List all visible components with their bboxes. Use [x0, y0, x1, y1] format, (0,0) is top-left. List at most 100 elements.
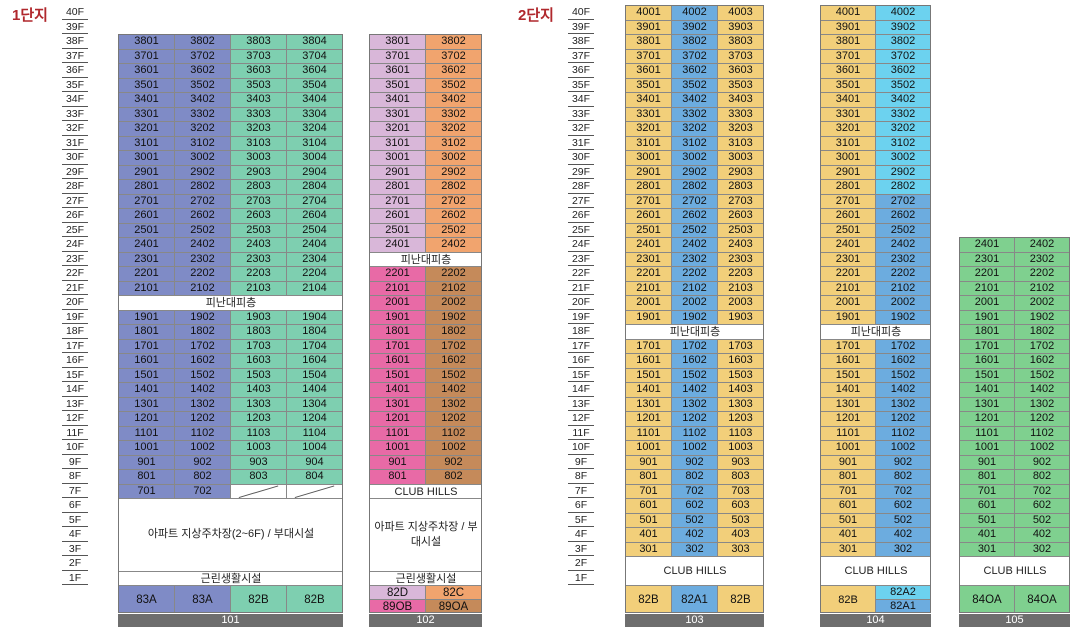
- floor-label: 35F: [62, 78, 88, 92]
- unit-cell: 3601: [626, 64, 672, 79]
- floor-label: 5F: [568, 513, 594, 527]
- unit-cell: 2502: [426, 223, 481, 238]
- unit-cell: 803: [718, 470, 763, 485]
- floor-label: 34F: [568, 92, 594, 107]
- unit-cell: 301: [821, 542, 876, 557]
- unit-cell: 3102: [672, 136, 718, 151]
- unit-cell: 3302: [672, 107, 718, 122]
- refuge-floor-band: 피난대피층: [821, 325, 930, 340]
- unit-cell: 3801: [821, 35, 876, 50]
- unit-cell: 703: [718, 484, 763, 499]
- unit-cell: 1302: [876, 397, 930, 412]
- unit-cell: 2302: [175, 252, 231, 267]
- unit-cell: 1901: [119, 310, 175, 325]
- unit-cell: 3503: [231, 78, 287, 93]
- unit-cell: 1202: [672, 412, 718, 427]
- unit-cell: 2703: [231, 194, 287, 209]
- unit-cell: 3102: [175, 136, 231, 151]
- unit-cell: 3801: [119, 35, 175, 50]
- unit-cell: 2003: [718, 296, 763, 311]
- unit-cell: 602: [1015, 499, 1069, 514]
- unit-cell: 1202: [876, 412, 930, 427]
- floor-label: 37F: [62, 49, 88, 63]
- unit-cell: 2901: [370, 165, 426, 180]
- floor-label: 40F: [568, 5, 594, 20]
- unit-cell: 1301: [821, 397, 876, 412]
- floor-label: 35F: [568, 78, 594, 92]
- unit-cell: 1301: [626, 397, 672, 412]
- unit-cell: 1004: [287, 441, 342, 456]
- unit-cell: 2804: [287, 180, 342, 195]
- club-hills-block: CLUB HILLS: [960, 557, 1069, 586]
- unit-cell: 1701: [821, 339, 876, 354]
- unit-cell: 3301: [370, 107, 426, 122]
- unit-cell: 1102: [672, 426, 718, 441]
- unit-cell: 3402: [876, 93, 930, 108]
- unit-cell: 2103: [718, 281, 763, 296]
- unit-cell: 2104: [287, 281, 342, 296]
- unit-cell: 2002: [672, 296, 718, 311]
- floor-label: 7F: [568, 484, 594, 498]
- unit-cell: 1702: [175, 339, 231, 354]
- unit-cell: 2703: [718, 194, 763, 209]
- unit-cell: 1602: [1015, 354, 1069, 369]
- refuge-floor-band: 피난대피층: [119, 296, 342, 311]
- unit-cell: 2002: [1015, 296, 1069, 311]
- unit-cell: 2901: [626, 165, 672, 180]
- unit-cell: 502: [876, 513, 930, 528]
- unit-cell: 902: [175, 455, 231, 470]
- unit-cell: 3802: [175, 35, 231, 50]
- unit-cell: 2301: [119, 252, 175, 267]
- unit-cell: 3101: [626, 136, 672, 151]
- floor-label: 23F: [62, 252, 88, 266]
- unit-cell: 1502: [672, 368, 718, 383]
- unit-cell: 2802: [672, 180, 718, 195]
- unit-cell: 1101: [960, 426, 1015, 441]
- unit-cell: 2903: [231, 165, 287, 180]
- unit-cell: 3401: [119, 93, 175, 108]
- floor-label: 21F: [62, 281, 88, 295]
- floor-label: 17F: [62, 339, 88, 353]
- unit-cell: 2001: [821, 296, 876, 311]
- unit-cell: 2603: [718, 209, 763, 224]
- floor-label: 27F: [568, 194, 594, 208]
- floor-label: 30F: [62, 150, 88, 165]
- unit-cell: 801: [821, 470, 876, 485]
- unit-cell: 1503: [718, 368, 763, 383]
- unit-cell: 1901: [626, 310, 672, 325]
- unit-cell: 1601: [821, 354, 876, 369]
- unit-cell: 3501: [370, 78, 426, 93]
- unit-cell: 3901: [821, 20, 876, 35]
- unit-cell: 802: [175, 470, 231, 485]
- unit-cell: 1403: [231, 383, 287, 398]
- building-number: 101: [118, 614, 343, 627]
- unit-cell: 1404: [287, 383, 342, 398]
- unit-cell: 802: [876, 470, 930, 485]
- unit-cell: 802: [426, 470, 481, 485]
- unit-cell: 2201: [821, 267, 876, 282]
- unit-cell: 1703: [718, 339, 763, 354]
- unit-cell: 3002: [175, 151, 231, 166]
- unit-cell: 2502: [876, 223, 930, 238]
- floor-label: 16F: [568, 353, 594, 368]
- unit-cell: 3001: [821, 151, 876, 166]
- unit-cell: 2902: [672, 165, 718, 180]
- unit-cell: 3203: [231, 122, 287, 137]
- unit-cell: 3501: [119, 78, 175, 93]
- unit-cell: 2201: [960, 267, 1015, 282]
- unit-cell: 1102: [1015, 426, 1069, 441]
- unit-cell: 3802: [876, 35, 930, 50]
- floor-label: 21F: [568, 281, 594, 295]
- unit-cell: 1203: [231, 412, 287, 427]
- floor-label: 4F: [62, 527, 88, 542]
- floor-label: 13F: [62, 397, 88, 411]
- unit-cell: 1402: [175, 383, 231, 398]
- building-103: 4001 4002 4003 3901 3902 3903 3801 3802 3803 3701…: [625, 5, 764, 613]
- unit-cell: 1801: [370, 325, 426, 340]
- unit-cell: 3404: [287, 93, 342, 108]
- unit-cell: 702: [672, 484, 718, 499]
- unit-cell: 2102: [672, 281, 718, 296]
- unit-type-cell: 82B: [626, 586, 672, 612]
- unit-cell: 3301: [626, 107, 672, 122]
- floor-label: 4F: [568, 527, 594, 542]
